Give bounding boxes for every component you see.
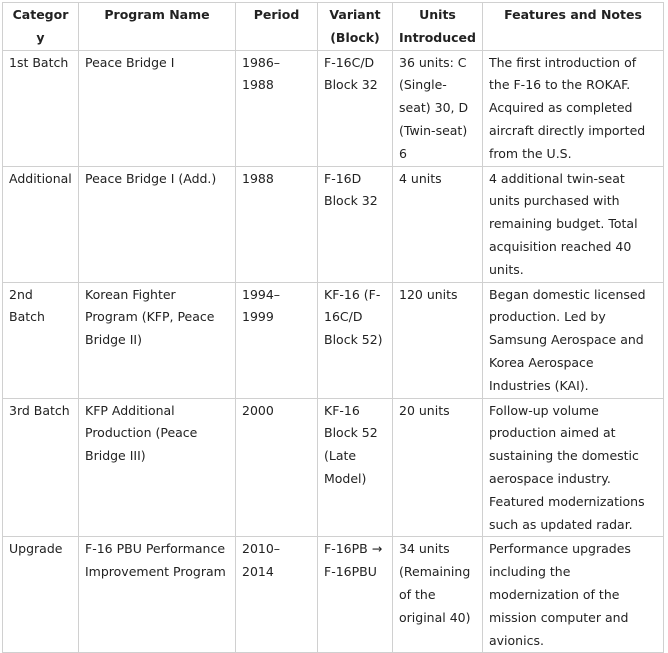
table-cell: Korean Fighter Program (KFP, Peace Bridg… xyxy=(78,281,236,399)
table-cell: The first introduction of the F-16 to th… xyxy=(482,49,664,167)
table-cell: Performance upgrades including the moder… xyxy=(482,536,664,653)
table-cell: Peace Bridge I xyxy=(78,49,236,167)
table-cell: F-16D Block 32 xyxy=(317,165,393,283)
table-cell: 2000 xyxy=(235,397,318,538)
table-cell: F-16 PBU Performance Improvement Program xyxy=(78,536,236,653)
table-cell: 2010–2014 xyxy=(235,536,318,653)
table-row: Upgrade F-16 PBU Performance Improvement … xyxy=(2,536,664,653)
header-cell: Period xyxy=(235,2,318,51)
header-cell: Category xyxy=(2,2,79,51)
table-row: 1st Batch Peace Bridge I 1986–1988 F-16C/D … xyxy=(2,49,664,167)
table-cell: 1st Batch xyxy=(2,49,79,167)
table-cell: Peace Bridge I (Add.) xyxy=(78,165,236,283)
table-cell: 4 units xyxy=(392,165,483,283)
table-row: 2nd Batch Korean Fighter Program (KFP, Pe… xyxy=(2,281,664,399)
header-row: Category Program Name Period Variant (Block… xyxy=(2,2,664,51)
table-cell: 120 units xyxy=(392,281,483,399)
header-cell: Program Name xyxy=(78,2,236,51)
table-cell: Upgrade xyxy=(2,536,79,653)
table-cell: 20 units xyxy=(392,397,483,538)
table-cell: 34 units (Remaining of the original 40) xyxy=(392,536,483,653)
table-cell: 1986–1988 xyxy=(235,49,318,167)
table-cell: KF-16 (F-16C/D Block 52) xyxy=(317,281,393,399)
table-row: 3rd Batch KFP Additional Production (Peac… xyxy=(2,397,664,538)
table-cell: Follow-up volume production aimed at sus… xyxy=(482,397,664,538)
table-cell: Additional xyxy=(2,165,79,283)
header-cell: Units Introduced xyxy=(392,2,483,51)
table-cell: 3rd Batch xyxy=(2,397,79,538)
table-cell: 2nd Batch xyxy=(2,281,79,399)
table-cell: 1988 xyxy=(235,165,318,283)
header-cell: Variant (Block) xyxy=(317,2,393,51)
table-cell: F-16PB → F-16PBU xyxy=(317,536,393,653)
table-cell: Began domestic licensed production. Led … xyxy=(482,281,664,399)
table-cell: 4 additional twin-seat units purchased w… xyxy=(482,165,664,283)
table-body: 1st Batch Peace Bridge I 1986–1988 F-16C/D … xyxy=(2,49,664,653)
table-cell: 36 units: C (Single-seat) 30, D (Twin-se… xyxy=(392,49,483,167)
table-cell: F-16C/D Block 32 xyxy=(317,49,393,167)
table-cell: KF-16 Block 52 (Late Model) xyxy=(317,397,393,538)
table-cell: KFP Additional Production (Peace Bridge … xyxy=(78,397,236,538)
table-cell: 1994–1999 xyxy=(235,281,318,399)
header-cell: Features and Notes xyxy=(482,2,664,51)
table-row: Additional Peace Bridge I (Add.) 1988 F-16D… xyxy=(2,165,664,283)
